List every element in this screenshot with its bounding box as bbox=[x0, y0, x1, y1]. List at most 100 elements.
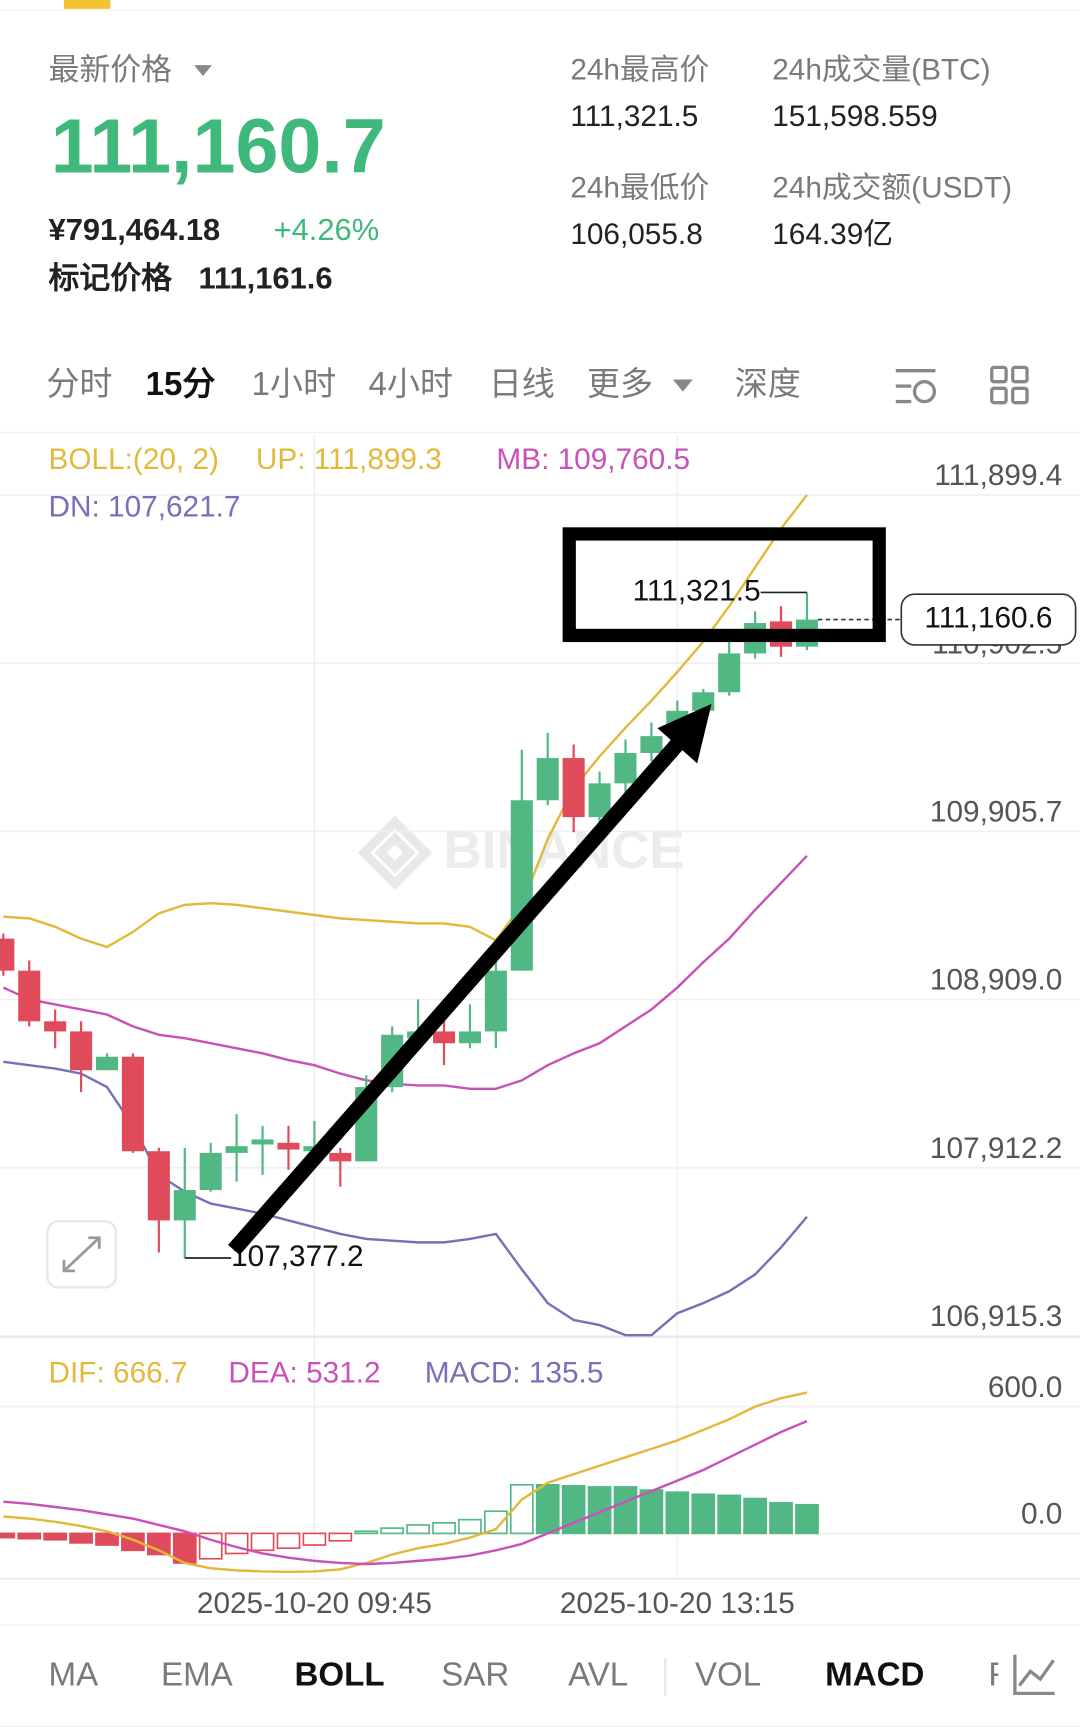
macd-line bbox=[3, 1420, 808, 1566]
chart-layer: 111,899.4110,902.5109,905.7108,909.0107,… bbox=[0, 435, 1080, 1620]
macd-bar bbox=[458, 1518, 482, 1535]
candle-body bbox=[536, 758, 559, 801]
macd-bar bbox=[198, 1532, 223, 1560]
legend-entry[interactable]: DIF: 666.7 bbox=[49, 1356, 188, 1389]
layout-icon[interactable] bbox=[990, 365, 1029, 405]
indicator-tab[interactable]: EMA bbox=[161, 1657, 233, 1694]
legend-entry[interactable]: DN: 107,621.7 bbox=[49, 490, 241, 523]
boll-line bbox=[3, 494, 808, 949]
indicator-tab[interactable]: SAR bbox=[441, 1657, 509, 1694]
stat-label: 24h成交额(USDT) bbox=[772, 172, 1012, 205]
y-tick-label: 108,909.0 bbox=[930, 964, 1062, 997]
candle-body bbox=[277, 1142, 300, 1150]
stat-label: 24h最高价 bbox=[570, 54, 709, 87]
macd-bar bbox=[302, 1532, 327, 1546]
candle-body bbox=[95, 1056, 119, 1071]
candle-body bbox=[251, 1139, 274, 1145]
candle-body bbox=[225, 1146, 248, 1153]
price-title[interactable]: 最新价格 bbox=[49, 52, 173, 87]
indicator-tabs: MAEMABOLLSARAVLVOLMACDR bbox=[49, 1657, 1013, 1694]
macd-bar bbox=[0, 1532, 16, 1539]
candle-body bbox=[614, 752, 637, 784]
macd-bar bbox=[795, 1503, 819, 1535]
top-indicator bbox=[63, 0, 111, 9]
macd-bar bbox=[484, 1510, 508, 1535]
legend-entry[interactable]: UP: 111,899.3 bbox=[256, 443, 442, 476]
y-tick-label: 106,915.3 bbox=[930, 1300, 1062, 1333]
interval-tab[interactable]: 4小时 bbox=[368, 366, 453, 403]
candle-body bbox=[147, 1151, 170, 1221]
macd-bar bbox=[276, 1532, 301, 1550]
macd-bar bbox=[406, 1524, 430, 1535]
mark-price-label: 标记价格 bbox=[49, 260, 174, 295]
expand-icon[interactable] bbox=[62, 1236, 101, 1273]
dropdown-icon[interactable] bbox=[672, 379, 693, 392]
macd-bar bbox=[250, 1532, 275, 1552]
interval-tab[interactable]: 1小时 bbox=[252, 366, 337, 403]
macd-bar bbox=[43, 1532, 68, 1541]
macd-bar bbox=[432, 1522, 456, 1535]
mark-price: 111,161.6 bbox=[199, 260, 333, 295]
y-tick-label: 600.0 bbox=[988, 1371, 1062, 1404]
macd-bar bbox=[354, 1530, 379, 1535]
last-price-tag bbox=[900, 593, 1077, 646]
indicator-tab[interactable]: BOLL bbox=[295, 1657, 385, 1694]
candle-body bbox=[718, 653, 741, 693]
interval-tab[interactable]: 分时 bbox=[46, 366, 112, 403]
macd-bar bbox=[639, 1489, 664, 1535]
x-tick-label: 2025-10-20 13:15 bbox=[560, 1587, 795, 1620]
stat-value: 106,055.8 bbox=[570, 218, 702, 251]
macd-bar bbox=[691, 1493, 716, 1535]
candle-body bbox=[44, 1021, 67, 1032]
candle-body bbox=[329, 1152, 352, 1162]
indicator-tab[interactable]: MACD bbox=[825, 1657, 924, 1694]
candle-body bbox=[562, 758, 585, 818]
highlight-box bbox=[562, 527, 886, 643]
stat-label: 24h成交量(BTC) bbox=[772, 54, 990, 87]
indicator-tab[interactable]: AVL bbox=[568, 1657, 628, 1694]
legend-entry[interactable]: MB: 109,760.5 bbox=[496, 443, 690, 476]
stat-value: 164.39亿 bbox=[772, 218, 893, 251]
interval-tab[interactable]: 日线 bbox=[489, 366, 555, 403]
macd-bar bbox=[769, 1501, 793, 1535]
macd-bar bbox=[380, 1527, 405, 1535]
macd-bar bbox=[613, 1486, 638, 1535]
macd-bar bbox=[224, 1532, 249, 1555]
cny-price: ¥791,464.18 bbox=[49, 212, 221, 247]
y-tick-label: 111,899.4 bbox=[934, 459, 1062, 492]
annotation-label: 111,321.5 bbox=[633, 574, 761, 607]
macd-bar bbox=[587, 1486, 612, 1535]
interval-tab[interactable]: 15分 bbox=[146, 366, 216, 403]
settings-icon[interactable] bbox=[895, 369, 937, 404]
y-tick-label: 107,912.2 bbox=[930, 1132, 1062, 1165]
macd-line bbox=[3, 1391, 808, 1574]
legend-entry[interactable]: MACD: 135.5 bbox=[425, 1356, 604, 1389]
macd-bar bbox=[665, 1491, 690, 1535]
last-price-label: 111,160.6 bbox=[924, 601, 1052, 634]
stat-label: 24h最低价 bbox=[570, 172, 709, 205]
macd-bar bbox=[328, 1532, 353, 1542]
candle-body bbox=[121, 1056, 144, 1152]
y-tick-label: 109,905.7 bbox=[930, 796, 1062, 829]
indicator-tab[interactable]: VOL bbox=[695, 1657, 761, 1694]
candle-body bbox=[18, 970, 41, 1022]
candle-body bbox=[510, 800, 533, 971]
stat-value: 111,321.5 bbox=[570, 100, 698, 133]
indicator-settings-icon[interactable] bbox=[1013, 1654, 1055, 1696]
macd-bar bbox=[17, 1532, 42, 1540]
stat-value: 151,598.559 bbox=[772, 100, 938, 133]
interval-tab[interactable]: 深度 bbox=[735, 366, 801, 403]
legend-entry[interactable]: DEA: 531.2 bbox=[228, 1356, 380, 1389]
candle-body bbox=[640, 736, 663, 753]
indicator-tab[interactable]: MA bbox=[49, 1657, 99, 1694]
last-price: 111,160.7 bbox=[51, 104, 386, 190]
dropdown-icon[interactable] bbox=[194, 65, 212, 77]
macd-bar bbox=[717, 1494, 742, 1535]
x-tick-label: 2025-10-20 09:45 bbox=[197, 1587, 432, 1620]
interval-tab[interactable]: 更多 bbox=[587, 366, 653, 403]
change: +4.26% bbox=[274, 212, 380, 247]
macd-bar bbox=[535, 1483, 560, 1535]
candle-body bbox=[432, 1031, 456, 1044]
